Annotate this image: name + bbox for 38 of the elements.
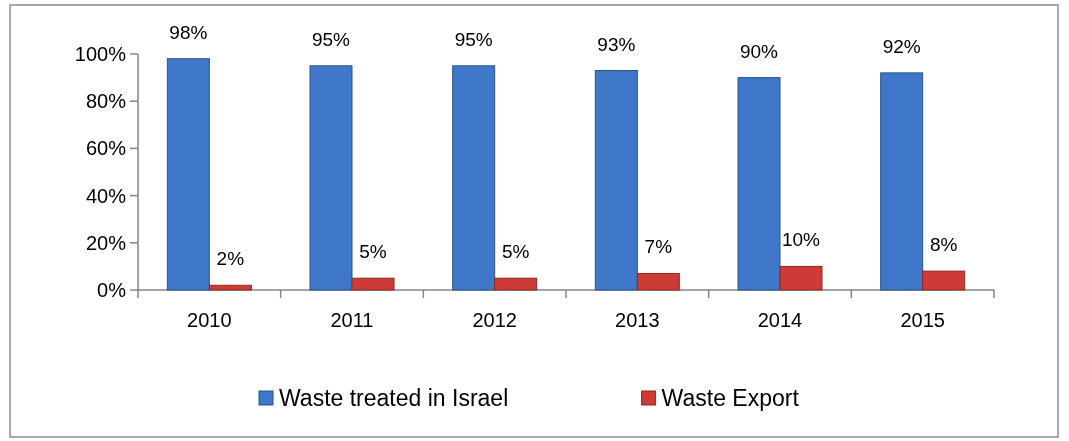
bar (737, 77, 781, 291)
data-label: 7% (644, 236, 673, 258)
data-label: 95% (454, 28, 493, 50)
y-tick-label: 80% (85, 90, 127, 113)
data-label: 5% (359, 241, 387, 263)
y-tick-label: 20% (85, 231, 127, 254)
bar (779, 265, 823, 291)
bar (880, 72, 924, 291)
data-label: 90% (739, 40, 779, 62)
x-tick-label: 2010 (187, 309, 232, 331)
bar (922, 270, 966, 291)
x-tick-label: 2012 (472, 309, 517, 331)
bar (309, 65, 353, 291)
data-label: 2% (216, 248, 245, 270)
bar (166, 58, 210, 291)
data-label: 8% (929, 234, 958, 256)
x-tick-label: 2013 (615, 309, 660, 331)
x-tick-label: 2015 (900, 309, 945, 331)
bar (208, 284, 252, 291)
bar (636, 272, 680, 291)
x-tick-label: 2014 (757, 309, 803, 331)
y-tick-label: 0% (97, 279, 127, 301)
bar (594, 70, 638, 291)
y-tick-label: 100% (74, 43, 127, 65)
data-label: 5% (501, 241, 530, 263)
data-label: 92% (882, 35, 921, 57)
bar (452, 65, 496, 291)
data-label: 98% (169, 21, 208, 43)
data-label: 93% (597, 33, 636, 55)
legend-label: Waste Export (661, 385, 800, 412)
data-label: 10% (781, 229, 821, 251)
y-tick-label: 40% (85, 184, 127, 207)
x-tick-label: 2011 (330, 309, 374, 331)
bar (351, 277, 395, 291)
data-label: 95% (311, 28, 351, 50)
bar (494, 277, 538, 291)
y-tick-label: 60% (85, 137, 127, 160)
legend-label: Waste treated in Israel (279, 385, 509, 412)
